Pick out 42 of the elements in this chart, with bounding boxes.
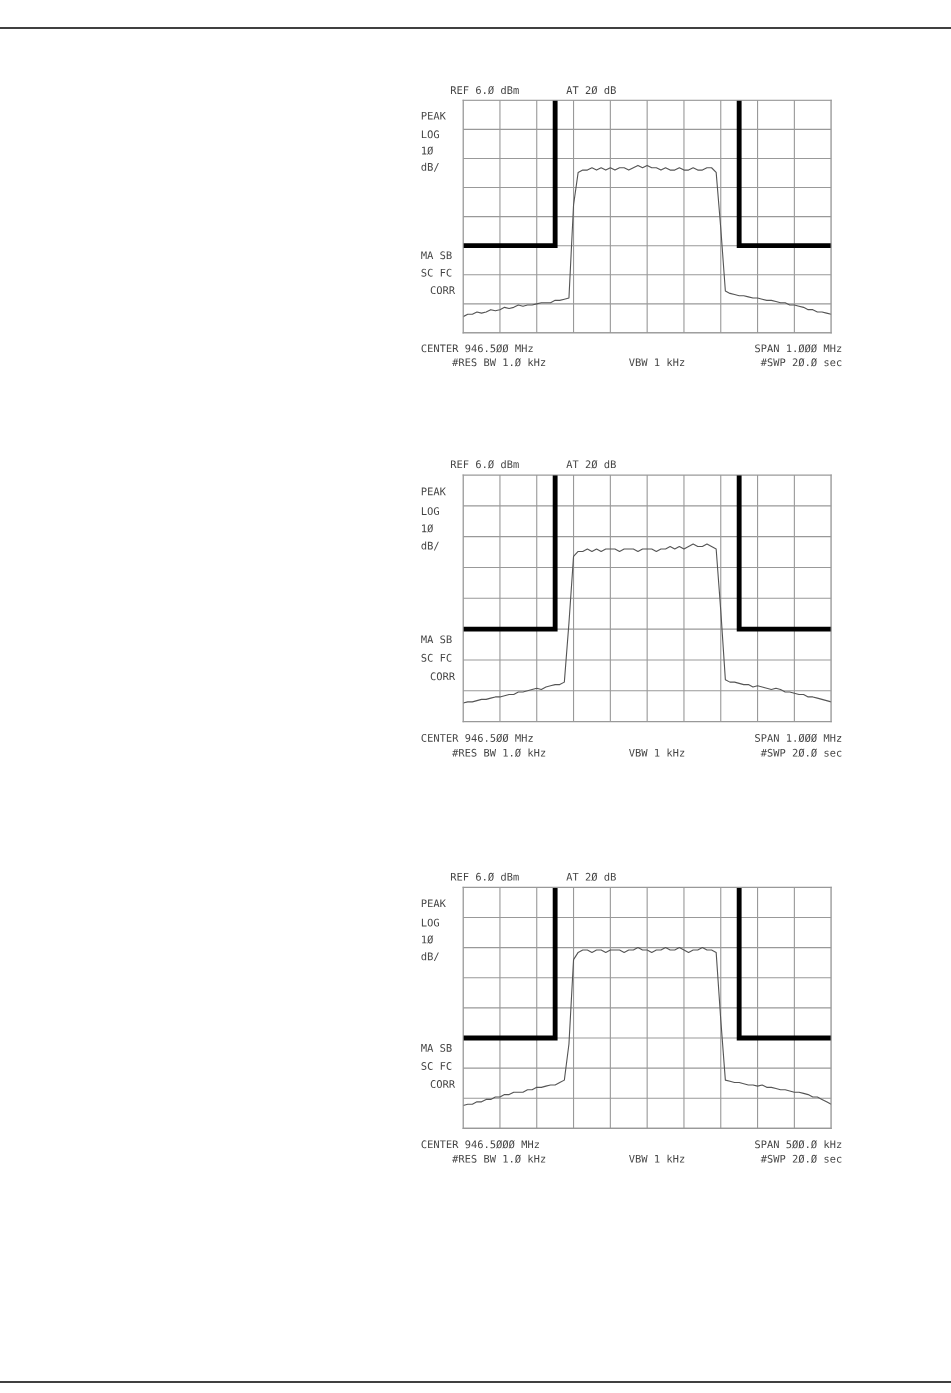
text: #RES BW 1.Ø kHz — [452, 748, 546, 757]
text: MA SB — [421, 1043, 452, 1052]
text: SC FC — [421, 1062, 452, 1070]
text: CORR — [430, 672, 456, 681]
text: SPAN 1.ØØØ MHz — [755, 733, 842, 743]
text: CENTER 946.5ØØØ MHz — [421, 1140, 539, 1149]
text: LOG — [421, 130, 439, 139]
text: 1Ø — [422, 146, 434, 155]
text: LOG — [421, 507, 439, 516]
text: MA SB — [421, 635, 452, 644]
text: MA SB — [421, 251, 452, 260]
text: REF 6.Ø dBm — [450, 85, 519, 95]
text: CORR — [430, 286, 456, 295]
text: LOG — [421, 918, 439, 927]
text: dB/ — [421, 541, 439, 551]
text: SPAN 1.ØØØ MHz — [755, 344, 842, 353]
text: 1Ø — [422, 935, 434, 944]
text: #SWP 2Ø.Ø sec — [760, 748, 842, 757]
text: AT 2Ø dB — [566, 460, 616, 469]
text: VBW 1 kHz — [629, 358, 685, 367]
text: SPAN 5ØØ.Ø kHz — [755, 1140, 842, 1149]
text: REF 6.Ø dBm — [450, 872, 519, 881]
text: CORR — [430, 1080, 456, 1088]
text: PEAK — [421, 111, 446, 120]
text: PEAK — [421, 899, 446, 908]
text: REF 6.Ø dBm — [450, 460, 519, 469]
text: SC FC — [421, 653, 452, 662]
text: CENTER 946.5ØØ MHz — [421, 733, 533, 743]
text: AT 2Ø dB — [566, 872, 616, 881]
text: dB/ — [421, 952, 439, 962]
text: SC FC — [421, 268, 452, 277]
text: #SWP 2Ø.Ø sec — [760, 358, 842, 367]
text: #RES BW 1.Ø kHz — [452, 358, 546, 367]
text: VBW 1 kHz — [629, 1154, 685, 1163]
text: AT 2Ø dB — [566, 85, 616, 95]
text: dB/ — [421, 162, 439, 172]
text: #SWP 2Ø.Ø sec — [760, 1154, 842, 1163]
text: PEAK — [421, 487, 446, 496]
text: CENTER 946.5ØØ MHz — [421, 344, 533, 353]
text: VBW 1 kHz — [629, 748, 685, 757]
text: #RES BW 1.Ø kHz — [452, 1154, 546, 1163]
text: 1Ø — [422, 524, 434, 533]
